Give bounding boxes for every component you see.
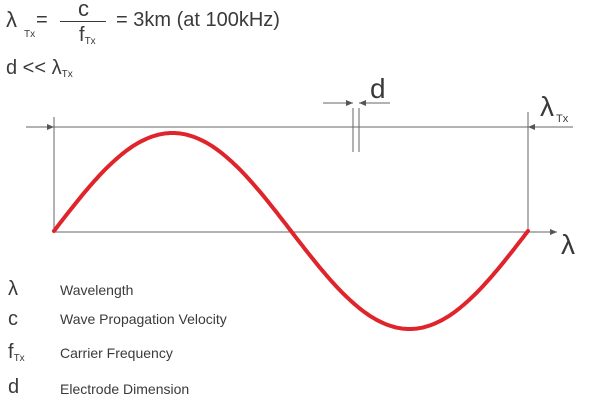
axis-lambda-label: λ xyxy=(561,229,575,260)
lambda-tx-subscript: Tx xyxy=(556,113,569,125)
sine-wave xyxy=(52,131,530,331)
formula-lambda-subscript: Tx xyxy=(24,29,36,40)
legend-symbol-c: c xyxy=(8,308,18,330)
formula-equals: = xyxy=(36,9,48,31)
formula-denominator-subscript: Tx xyxy=(84,36,96,47)
formula-numerator: c xyxy=(78,0,89,21)
formula-result: = 3km (at 100kHz) xyxy=(116,9,280,31)
legend-symbol-f-subscript: Tx xyxy=(13,353,25,364)
legend-symbol-f: fTx xyxy=(8,341,25,364)
legend-symbol-d: d xyxy=(8,376,20,398)
dimension-condition: d << λTx xyxy=(6,57,73,80)
legend-text-electrode: Electrode Dimension xyxy=(60,381,190,397)
formula-denominator: fTx xyxy=(79,24,96,47)
legend-text-velocity: Wave Propagation Velocity xyxy=(60,311,227,327)
d-label: d xyxy=(370,73,386,104)
fraction-bar xyxy=(60,21,106,22)
condition-subscript: Tx xyxy=(61,69,73,80)
legend-text-wavelength: Wavelength xyxy=(60,282,134,298)
legend-symbol-lambda: λ xyxy=(8,278,18,300)
legend-text-frequency: Carrier Frequency xyxy=(60,345,173,361)
formula-lambda: λ xyxy=(6,7,17,32)
lambda-tx-label: λ Tx xyxy=(540,91,569,125)
